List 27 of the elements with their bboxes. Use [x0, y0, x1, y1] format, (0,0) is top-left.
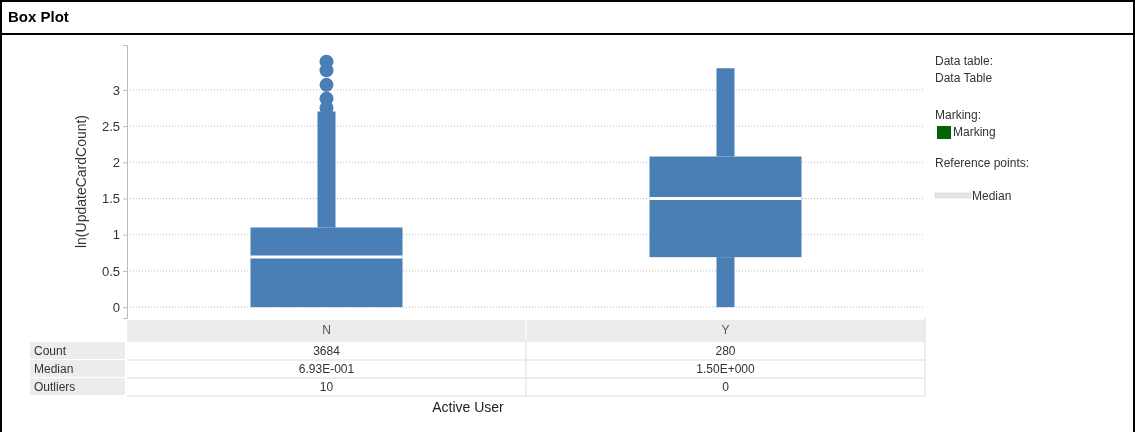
- text: Median: [34, 362, 74, 376]
- y-tick-label: 0: [112, 299, 120, 315]
- text: Median: [972, 189, 1012, 203]
- x-axis-title: Active User: [432, 399, 505, 415]
- x-tick-label: N: [322, 322, 331, 337]
- text: 280: [715, 344, 736, 358]
- text: Marking: [953, 125, 996, 139]
- text: 6.93E-001: [298, 362, 355, 376]
- text: Count: [34, 344, 67, 358]
- y-tick-label: 2.5: [101, 118, 120, 134]
- text: Data table:: [935, 54, 994, 68]
- text: 0: [722, 380, 730, 394]
- text: Marking:: [935, 108, 982, 122]
- x-tick-label: Y: [721, 322, 730, 337]
- text: 3684: [313, 344, 341, 358]
- text: 10: [319, 380, 334, 394]
- y-axis-title: ln(UpdateCardCount): [73, 114, 89, 249]
- text: Reference points:: [935, 156, 1030, 170]
- y-tick-label: 1: [112, 227, 120, 243]
- y-tick-label: 3: [112, 82, 120, 98]
- y-tick-label: 0.5: [101, 263, 120, 279]
- chart-title: Box Plot: [8, 8, 69, 25]
- text: 1.50E+000: [696, 362, 756, 376]
- y-tick-label: 1.5: [101, 191, 120, 207]
- text: Data Table: [935, 71, 993, 85]
- y-tick-label: 2: [112, 154, 120, 170]
- text: Outliers: [34, 380, 76, 394]
